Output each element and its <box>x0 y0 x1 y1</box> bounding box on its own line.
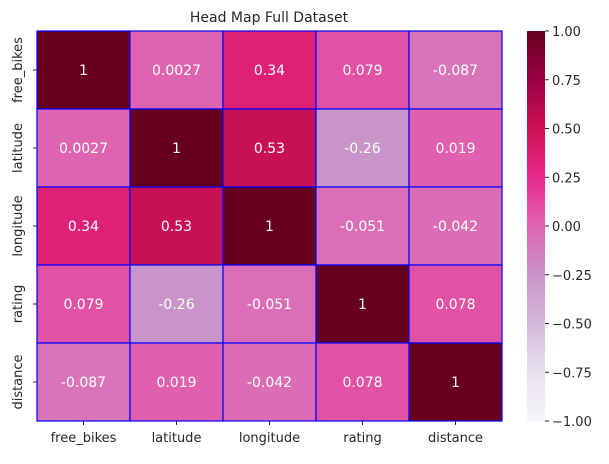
y-axis-tick-labels: free_bikes latitude longitude rating distanc… <box>11 37 37 410</box>
colorbar-tick-label: −1.00 <box>552 415 592 430</box>
colorbar-gradient <box>527 31 545 421</box>
heatmap-cell-distance-latitude <box>129 342 224 422</box>
y-tick-label-rating: rating <box>11 285 26 324</box>
cell-value-label: 0.53 <box>254 141 285 157</box>
cell-value-label: 0.019 <box>435 141 475 157</box>
cell-value-label: 1 <box>358 297 367 313</box>
heatmap-cell-rating-latitude <box>129 264 224 344</box>
colorbar: 1.00 0.75 0.50 0.25 0.00 −0.25 −0.50 −0.75 −1.00 <box>527 25 592 430</box>
cell-value-label: -0.26 <box>344 141 380 157</box>
cell-value-label: -0.087 <box>433 63 478 79</box>
cell-value-label: 0.34 <box>254 63 285 79</box>
cell-value-label: -0.042 <box>247 375 292 391</box>
x-tick-label-distance: distance <box>428 431 483 446</box>
cell-value-label: 0.0027 <box>59 141 108 157</box>
heatmap-cell-distance-distance <box>408 342 503 422</box>
cell-value-label: 1 <box>172 141 181 157</box>
y-tick-label-distance: distance <box>11 354 26 409</box>
heatmap-cell-free_bikes-rating <box>315 30 410 110</box>
cell-value-label: 0.078 <box>435 297 475 313</box>
colorbar-tick-label: 0.50 <box>552 123 581 138</box>
y-tick-label-free_bikes: free_bikes <box>11 37 26 103</box>
y-tick-label-latitude: latitude <box>11 123 26 173</box>
cell-value-label: -0.051 <box>340 219 385 235</box>
cell-value-label: 0.079 <box>342 63 382 79</box>
heatmap-cell-free_bikes-longitude <box>222 30 317 110</box>
colorbar-tick-label: 0.25 <box>552 171 581 186</box>
x-tick-label-rating: rating <box>343 431 382 446</box>
x-tick-label-free_bikes: free_bikes <box>51 431 117 446</box>
heatmap-cell-rating-longitude <box>222 264 317 344</box>
cell-value-label: 0.34 <box>68 219 99 235</box>
heatmap-cell-distance-longitude <box>222 342 317 422</box>
heatmap-cell-latitude-distance <box>408 108 503 188</box>
chart-title: Head Map Full Dataset <box>190 10 349 26</box>
heatmap-cell-distance-free_bikes <box>36 342 131 422</box>
heatmap-cell-rating-rating <box>315 264 410 344</box>
heatmap-cell-longitude-latitude <box>129 186 224 266</box>
cell-value-label: 0.53 <box>161 219 192 235</box>
colorbar-tick-label: −0.25 <box>552 269 592 284</box>
cell-value-label: -0.042 <box>433 219 478 235</box>
cell-value-label: 1 <box>79 63 88 79</box>
cell-value-label: 0.078 <box>342 375 382 391</box>
colorbar-tick-label: 0.00 <box>552 220 581 235</box>
cell-value-label: -0.051 <box>247 297 292 313</box>
x-axis-tick-labels: free_bikes latitude longitude rating distanc… <box>51 421 483 446</box>
cell-value-label: 1 <box>265 219 274 235</box>
heatmap-cells: 1 0.0027 0.34 0.079 -0.087 0.0027 1 0.53 -0.26 0.… <box>36 30 503 422</box>
colorbar-tick-label: 1.00 <box>552 25 581 40</box>
x-tick-label-longitude: longitude <box>239 431 300 446</box>
heatmap-cell-free_bikes-free_bikes <box>36 30 131 110</box>
cell-value-label: 0.0027 <box>152 63 201 79</box>
heatmap-cell-longitude-distance <box>408 186 503 266</box>
heatmap-cell-latitude-longitude <box>222 108 317 188</box>
cell-value-label: 1 <box>451 375 460 391</box>
cell-value-label: -0.087 <box>61 375 106 391</box>
heatmap-cell-latitude-free_bikes <box>36 108 131 188</box>
cell-value-label: 0.079 <box>63 297 103 313</box>
colorbar-tick-label: −0.50 <box>552 318 592 333</box>
cell-value-label: -0.26 <box>158 297 194 313</box>
colorbar-tick-label: −0.75 <box>552 366 592 381</box>
heatmap-cell-longitude-rating <box>315 186 410 266</box>
heatmap-cell-rating-distance <box>408 264 503 344</box>
y-tick-label-longitude: longitude <box>11 195 26 256</box>
colorbar-tick-label: 0.75 <box>552 74 581 89</box>
heatmap-cell-free_bikes-latitude <box>129 30 224 110</box>
cell-value-label: 0.019 <box>156 375 196 391</box>
x-tick-label-latitude: latitude <box>152 431 202 446</box>
